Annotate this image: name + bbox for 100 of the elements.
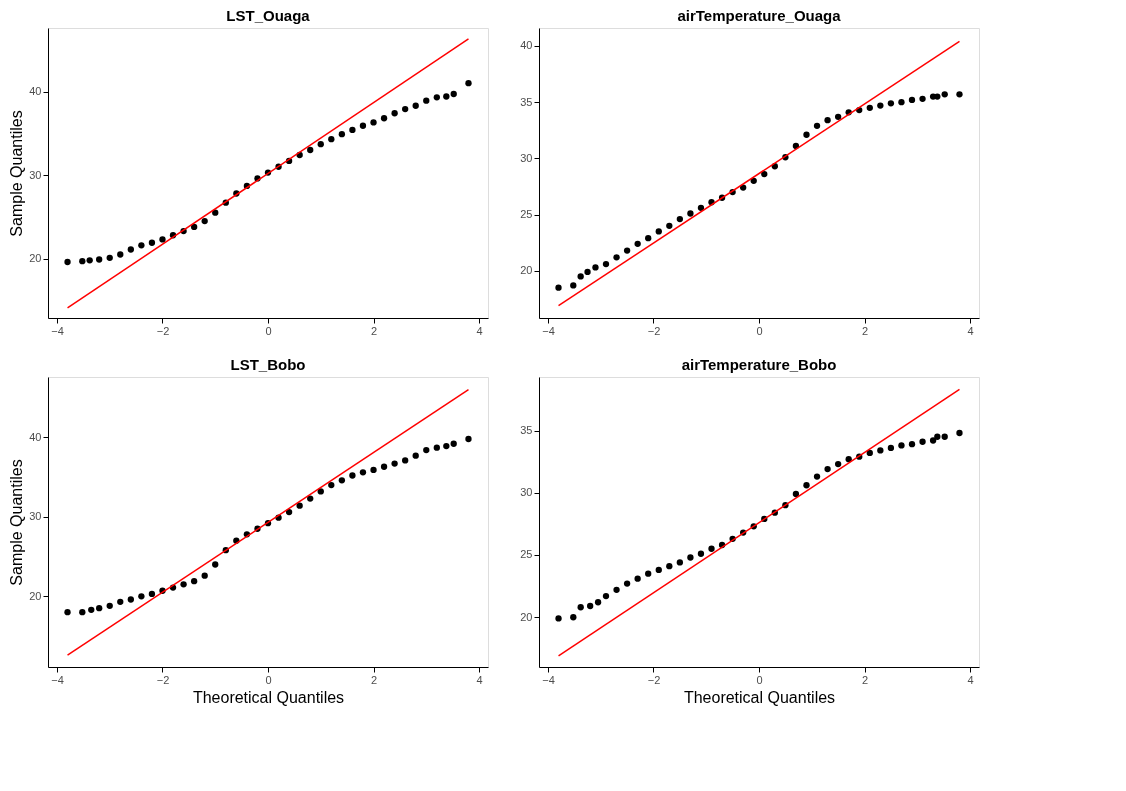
point (450, 90, 457, 98)
point (687, 210, 694, 217)
point (317, 488, 324, 495)
x-tick-label: 2 (370, 673, 378, 686)
chart-title: LST_Ouaga (226, 7, 311, 24)
point (941, 433, 948, 440)
point (138, 242, 145, 249)
point (803, 131, 810, 138)
point (190, 578, 198, 585)
point (697, 550, 705, 557)
point (676, 559, 684, 566)
point (96, 605, 103, 612)
point (127, 246, 134, 253)
point (634, 575, 641, 582)
x-tick-label: −2 (647, 324, 661, 337)
point (212, 561, 219, 568)
point (465, 80, 472, 87)
point (555, 615, 562, 622)
point (929, 437, 937, 444)
x-tick-label: −4 (51, 673, 64, 686)
y-tick-label: 40 (29, 85, 42, 98)
point (423, 446, 430, 454)
point (570, 614, 577, 621)
x-tick-label: −4 (542, 324, 555, 337)
point (349, 472, 356, 479)
point (803, 482, 810, 489)
point (433, 94, 440, 101)
point (602, 592, 610, 600)
point (465, 435, 472, 443)
point (148, 590, 156, 598)
point (117, 598, 124, 606)
point (380, 463, 388, 470)
point (138, 593, 145, 600)
point (577, 604, 584, 611)
point (645, 235, 652, 242)
x-axis-title: Theoretical Quantiles (683, 688, 836, 706)
point (687, 554, 694, 561)
point (148, 239, 156, 246)
point (64, 258, 71, 266)
x-tick-label: 2 (861, 324, 869, 337)
point (919, 95, 926, 102)
point (676, 215, 684, 223)
y-tick-label: 20 (29, 589, 42, 602)
chart-title: airTemperature_Bobo (681, 356, 837, 373)
point (792, 490, 800, 498)
point (824, 465, 831, 473)
point (555, 284, 562, 291)
point (834, 113, 842, 120)
x-tick-label: 0 (756, 324, 763, 337)
point (190, 223, 198, 231)
point (877, 102, 884, 109)
x-tick-label: 0 (756, 673, 763, 686)
point (866, 104, 873, 111)
point (666, 222, 673, 229)
y-tick-label: 35 (520, 95, 533, 108)
x-tick-label: 4 (476, 324, 483, 337)
point (697, 204, 705, 211)
point (328, 481, 335, 489)
y-tick-label: 30 (29, 510, 42, 523)
point (592, 264, 599, 271)
point (877, 447, 884, 454)
x-tick-label: 4 (967, 673, 974, 686)
x-tick-label: 2 (370, 324, 378, 337)
point (201, 217, 208, 225)
y-tick-label: 35 (520, 424, 533, 437)
point (584, 268, 591, 276)
point (570, 282, 577, 289)
point (645, 570, 652, 577)
point (307, 495, 314, 502)
point (934, 93, 941, 100)
point (577, 273, 584, 280)
point (433, 444, 440, 451)
point (813, 473, 821, 480)
point (602, 260, 610, 268)
point (934, 433, 941, 440)
point (296, 502, 303, 509)
point (845, 455, 852, 463)
x-tick-label: −4 (542, 673, 555, 686)
y-tick-label: 25 (520, 548, 533, 561)
point (106, 254, 113, 261)
point (88, 606, 95, 613)
point (941, 91, 948, 98)
point (402, 105, 409, 113)
point (338, 477, 346, 484)
point (834, 460, 842, 468)
point (285, 508, 293, 516)
point (96, 256, 103, 263)
chart-title: LST_Bobo (230, 356, 306, 373)
y-tick-label: 40 (520, 39, 533, 52)
point (317, 141, 324, 148)
point (412, 102, 419, 109)
point (117, 251, 124, 258)
point (402, 457, 409, 464)
point (887, 444, 895, 452)
point (898, 99, 905, 106)
x-tick-label: 2 (861, 673, 869, 686)
y-tick-label: 25 (520, 208, 533, 221)
point (127, 596, 134, 603)
point (623, 247, 631, 254)
point (655, 228, 662, 235)
